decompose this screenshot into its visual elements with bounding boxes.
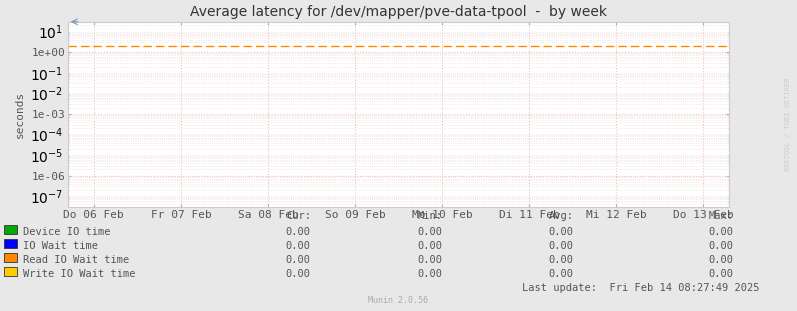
Text: 0.00: 0.00 — [418, 227, 442, 237]
Text: Last update:  Fri Feb 14 08:27:49 2025: Last update: Fri Feb 14 08:27:49 2025 — [522, 283, 760, 293]
Text: 0.00: 0.00 — [709, 241, 733, 251]
Text: Min:: Min: — [418, 211, 442, 221]
Text: 0.00: 0.00 — [709, 255, 733, 265]
Text: Avg:: Avg: — [549, 211, 574, 221]
Text: Read IO Wait time: Read IO Wait time — [23, 255, 129, 265]
Text: 0.00: 0.00 — [549, 269, 574, 279]
Text: 0.00: 0.00 — [286, 241, 311, 251]
Text: 0.00: 0.00 — [549, 241, 574, 251]
Text: 0.00: 0.00 — [418, 255, 442, 265]
Text: 0.00: 0.00 — [709, 269, 733, 279]
Title: Average latency for /dev/mapper/pve-data-tpool  -  by week: Average latency for /dev/mapper/pve-data… — [190, 5, 607, 19]
Text: 0.00: 0.00 — [418, 241, 442, 251]
Text: 0.00: 0.00 — [286, 269, 311, 279]
Text: IO Wait time: IO Wait time — [23, 241, 98, 251]
Text: 0.00: 0.00 — [709, 227, 733, 237]
Text: RRDTOOL / TOBI OETIKER: RRDTOOL / TOBI OETIKER — [784, 78, 791, 171]
Text: Device IO time: Device IO time — [23, 227, 111, 237]
Text: 0.00: 0.00 — [549, 255, 574, 265]
Text: 0.00: 0.00 — [418, 269, 442, 279]
Text: Cur:: Cur: — [286, 211, 311, 221]
Text: Munin 2.0.56: Munin 2.0.56 — [368, 296, 429, 305]
Text: 0.00: 0.00 — [549, 227, 574, 237]
Y-axis label: seconds: seconds — [15, 91, 26, 138]
Text: Write IO Wait time: Write IO Wait time — [23, 269, 135, 279]
Text: Max:: Max: — [709, 211, 733, 221]
Text: 0.00: 0.00 — [286, 255, 311, 265]
Text: 0.00: 0.00 — [286, 227, 311, 237]
